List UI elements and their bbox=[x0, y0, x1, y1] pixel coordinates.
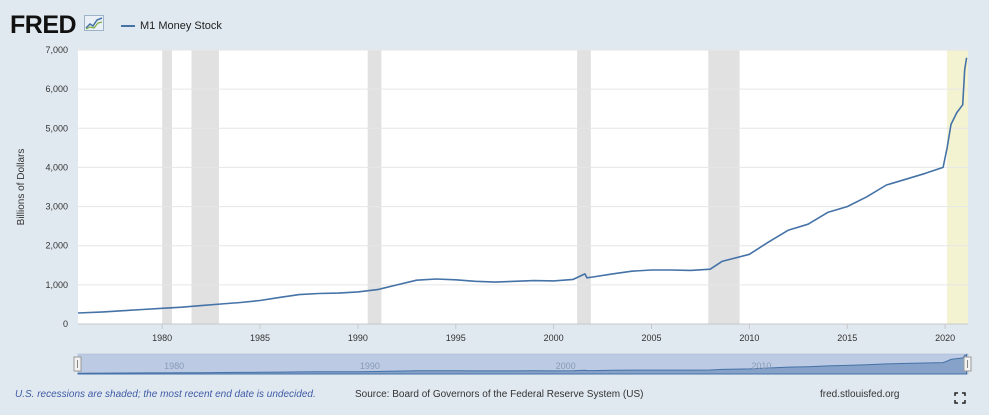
y-axis-label: Billions of Dollars bbox=[16, 149, 27, 226]
navigator-labels: 1980 1990 2000 2010 bbox=[164, 361, 771, 371]
navigator-label: 1980 bbox=[164, 361, 184, 371]
x-tick-label: 2020 bbox=[935, 333, 955, 343]
y-tick-label: 1,000 bbox=[45, 280, 68, 290]
y-tick-label: 0 bbox=[63, 319, 68, 329]
legend-swatch bbox=[121, 25, 135, 27]
y-axis: 0 1,000 2,000 3,000 4,000 5,000 6,000 7,000 bbox=[45, 45, 68, 329]
line-graph-icon bbox=[84, 15, 104, 31]
chart: 0 1,000 2,000 3,000 4,000 5,000 6,000 7,000 198… bbox=[16, 45, 972, 375]
recession-band bbox=[708, 50, 740, 324]
recession-note: U.S. recessions are shaded; the most rec… bbox=[15, 389, 316, 400]
y-tick-label: 6,000 bbox=[45, 84, 68, 94]
navigator-label: 1990 bbox=[360, 361, 380, 371]
navigator-label: 2000 bbox=[556, 361, 576, 371]
y-tick-label: 4,000 bbox=[45, 162, 68, 172]
navigator-series bbox=[77, 353, 968, 375]
legend[interactable]: M1 Money Stock bbox=[121, 18, 222, 34]
grid-lines bbox=[78, 49, 968, 325]
y-tick-label: 3,000 bbox=[45, 202, 68, 212]
range-navigator[interactable]: 1980 1990 2000 2010 bbox=[73, 353, 972, 375]
x-tick-label: 1985 bbox=[250, 333, 270, 343]
x-axis: 1980 1985 1990 1995 2000 2005 2010 2015 2020 bbox=[152, 324, 955, 343]
recession-band-current bbox=[947, 50, 968, 324]
recession-bands bbox=[162, 50, 968, 324]
source-note: Source: Board of Governors of the Federa… bbox=[355, 389, 644, 400]
y-tick-label: 5,000 bbox=[45, 123, 68, 133]
y-tick-label: 2,000 bbox=[45, 241, 68, 251]
x-tick-label: 2000 bbox=[544, 333, 564, 343]
x-tick-label: 1980 bbox=[152, 333, 172, 343]
x-tick-label: 2005 bbox=[641, 333, 661, 343]
y-tick-label: 7,000 bbox=[45, 45, 68, 55]
site-link[interactable]: fred.stlouisfed.org bbox=[820, 389, 900, 400]
x-tick-label: 2010 bbox=[739, 333, 759, 343]
fullscreen-icon[interactable] bbox=[954, 392, 966, 404]
recession-band bbox=[577, 50, 591, 324]
navigator-area bbox=[77, 353, 968, 375]
plot-background bbox=[78, 50, 968, 324]
x-tick-label: 1990 bbox=[348, 333, 368, 343]
legend-label: M1 Money Stock bbox=[140, 20, 222, 32]
navigator-label: 2010 bbox=[751, 361, 771, 371]
x-tick-label: 1995 bbox=[446, 333, 466, 343]
recession-band bbox=[367, 50, 382, 324]
series-line-m1 bbox=[77, 57, 968, 314]
x-tick-label: 2015 bbox=[837, 333, 857, 343]
series bbox=[77, 57, 968, 314]
recession-band bbox=[191, 50, 219, 324]
fred-logo[interactable]: FRED bbox=[10, 11, 77, 39]
recession-band bbox=[162, 50, 172, 324]
